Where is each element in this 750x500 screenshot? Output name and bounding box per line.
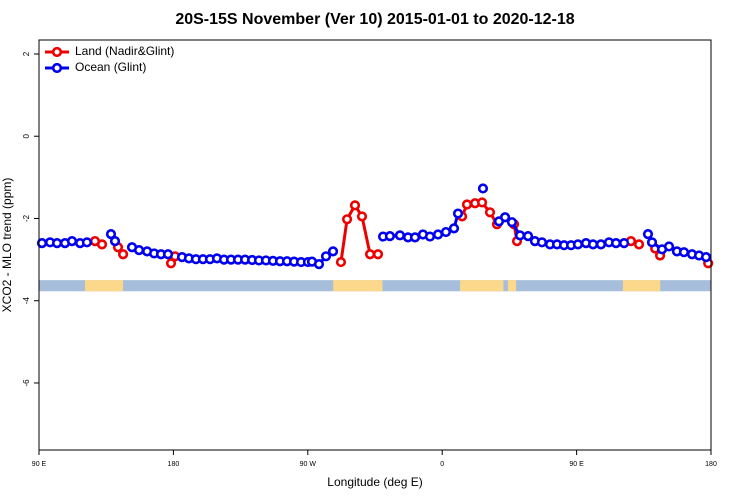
legend-label: Ocean (Glint) <box>75 60 146 74</box>
legend-label: Land (Nadir&Glint) <box>75 44 174 58</box>
data-point <box>356 211 368 222</box>
data-point <box>364 249 376 260</box>
x-tick-label: 90 E <box>32 461 47 468</box>
data-point <box>96 239 108 250</box>
data-point <box>536 237 548 248</box>
data-point <box>477 183 489 194</box>
y-tick-label: -2 <box>22 214 31 222</box>
land-strip <box>333 280 383 292</box>
data-point <box>335 256 347 268</box>
data-point <box>514 230 526 241</box>
data-point <box>618 238 630 249</box>
data-point <box>587 239 599 250</box>
data-point <box>162 249 174 260</box>
data-point <box>572 239 584 250</box>
data-point <box>320 251 332 262</box>
data-point <box>81 237 93 248</box>
data-point <box>349 200 361 211</box>
x-tick-label: 90 E <box>569 461 584 468</box>
data-point <box>642 229 654 240</box>
x-tick-label: 180 <box>705 461 717 468</box>
data-point <box>327 246 339 257</box>
data-point <box>499 212 511 223</box>
x-tick-label: 90 W <box>300 461 317 468</box>
data-point <box>432 229 444 240</box>
land-strip <box>622 280 661 292</box>
data-point <box>522 231 534 242</box>
data-point <box>484 207 496 218</box>
data-point <box>610 238 622 249</box>
data-point <box>341 214 353 225</box>
legend-marker <box>51 62 63 74</box>
data-point <box>506 217 518 228</box>
data-point <box>165 258 177 269</box>
data-point <box>440 226 452 238</box>
data-point <box>51 238 63 249</box>
data-point <box>384 231 396 242</box>
chart-title: 20S-15S November (Ver 10) 2015-01-01 to … <box>175 11 574 28</box>
data-point <box>117 249 129 260</box>
data-point <box>700 252 712 263</box>
x-tick-label: 0 <box>440 461 444 468</box>
data-point <box>452 208 464 219</box>
data-point <box>109 235 121 247</box>
y-tick-label: -4 <box>22 297 31 305</box>
y-axis-label: XCO2 - MLO trend (ppm) <box>0 178 14 313</box>
data-point <box>595 239 607 250</box>
data-point <box>66 235 78 247</box>
land-strip <box>460 280 504 292</box>
data-point <box>461 199 473 210</box>
y-tick-label: 2 <box>22 51 31 56</box>
data-point <box>409 232 421 243</box>
data-point <box>372 249 384 260</box>
data-point <box>663 241 675 252</box>
land-strip <box>507 280 517 292</box>
data-point <box>448 223 460 234</box>
data-point <box>633 239 645 250</box>
data-point <box>646 237 658 248</box>
y-tick-label: 0 <box>22 133 31 138</box>
data-point <box>394 230 406 241</box>
x-axis-label: Longitude (deg E) <box>327 475 422 489</box>
data-point <box>476 197 488 208</box>
data-point <box>105 229 117 240</box>
data-point <box>313 259 325 270</box>
data-point <box>678 247 690 258</box>
land-strip <box>84 280 124 292</box>
legend-marker <box>51 46 63 58</box>
y-tick-label: -6 <box>22 379 31 387</box>
data-point <box>133 245 145 256</box>
plot-frame <box>38 39 712 451</box>
x-tick-label: 180 <box>168 461 180 468</box>
data-point <box>424 231 436 242</box>
